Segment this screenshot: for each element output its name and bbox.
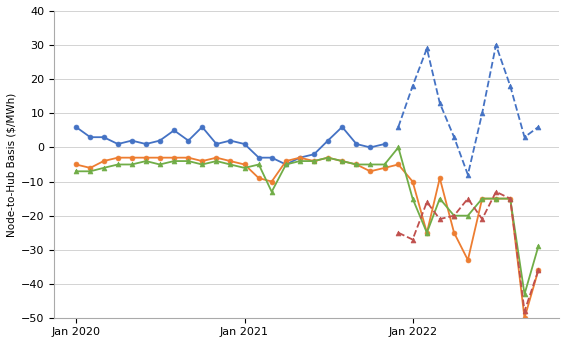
Y-axis label: Node-to-Hub Basis ($/MWh): Node-to-Hub Basis ($/MWh) [7, 92, 17, 237]
